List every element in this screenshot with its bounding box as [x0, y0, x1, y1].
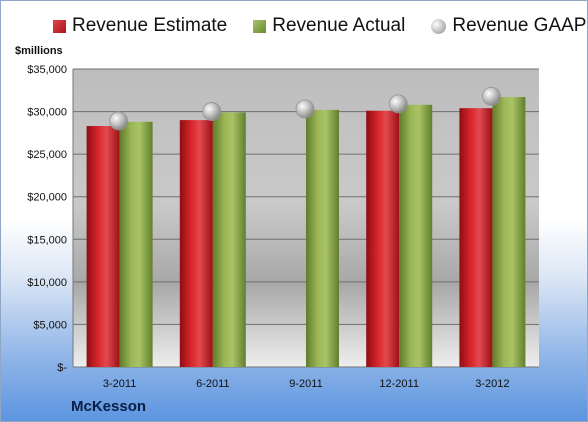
bar-revenue-actual	[399, 104, 433, 367]
x-tick-label: 3-2012	[475, 378, 509, 390]
legend-label-gaap: Revenue GAAP	[452, 15, 587, 36]
marker-revenue-gaap	[295, 99, 315, 119]
legend-item-actual: Revenue Actual	[253, 15, 405, 37]
marker-revenue-gaap	[202, 102, 222, 121]
y-tick-label: $25,000	[27, 149, 67, 161]
legend-label-estimate: Revenue Estimate	[72, 15, 228, 36]
y-tick-label: $15,000	[27, 234, 67, 246]
x-tick-label: 6-2011	[196, 378, 229, 390]
x-tick-label: 9-2011	[289, 378, 322, 390]
legend-swatch-gaap	[431, 18, 447, 34]
marker-revenue-gaap	[481, 86, 501, 106]
bar-revenue-estimate	[86, 126, 120, 367]
y-tick-label: $30,000	[27, 107, 67, 119]
marker-revenue-gaap	[388, 94, 408, 114]
bar-revenue-actual	[306, 109, 339, 368]
gaap-markers	[109, 86, 501, 131]
y-tick-label: $20,000	[27, 192, 67, 204]
legend-item-gaap: Revenue GAAP	[431, 15, 586, 37]
y-tick-label: $-	[57, 362, 67, 374]
legend: Revenue Estimate Revenue Actual Revenue …	[53, 15, 587, 37]
bar-revenue-actual	[492, 97, 526, 368]
bars	[86, 97, 526, 368]
y-tick-label: $10,000	[27, 277, 67, 289]
y-axis-unit-label: $millions	[15, 45, 63, 57]
legend-swatch-actual	[253, 19, 267, 33]
bar-revenue-estimate	[459, 108, 493, 367]
legend-swatch-estimate	[53, 19, 66, 33]
legend-item-estimate: Revenue Estimate	[53, 15, 227, 37]
x-axis-ticks: 3-2011 6-2011 9-2011 12-2011 3-2012	[103, 378, 510, 390]
bar-revenue-actual	[119, 121, 153, 367]
bar-revenue-actual	[212, 112, 246, 368]
y-tick-label: $35,000	[27, 64, 67, 76]
company-name: McKesson	[71, 398, 147, 415]
marker-revenue-gaap	[109, 111, 128, 131]
x-tick-label: 3-2011	[103, 378, 136, 390]
y-tick-label: $5,000	[33, 319, 67, 331]
x-tick-label: 12-2011	[379, 378, 419, 390]
y-axis-ticks: $- $5,000 $10,000 $15,000 $20,000 $25,000 $30,…	[27, 64, 67, 374]
bar-revenue-estimate	[179, 120, 213, 367]
legend-label-actual: Revenue Actual	[272, 15, 406, 36]
bar-revenue-estimate	[366, 110, 400, 367]
